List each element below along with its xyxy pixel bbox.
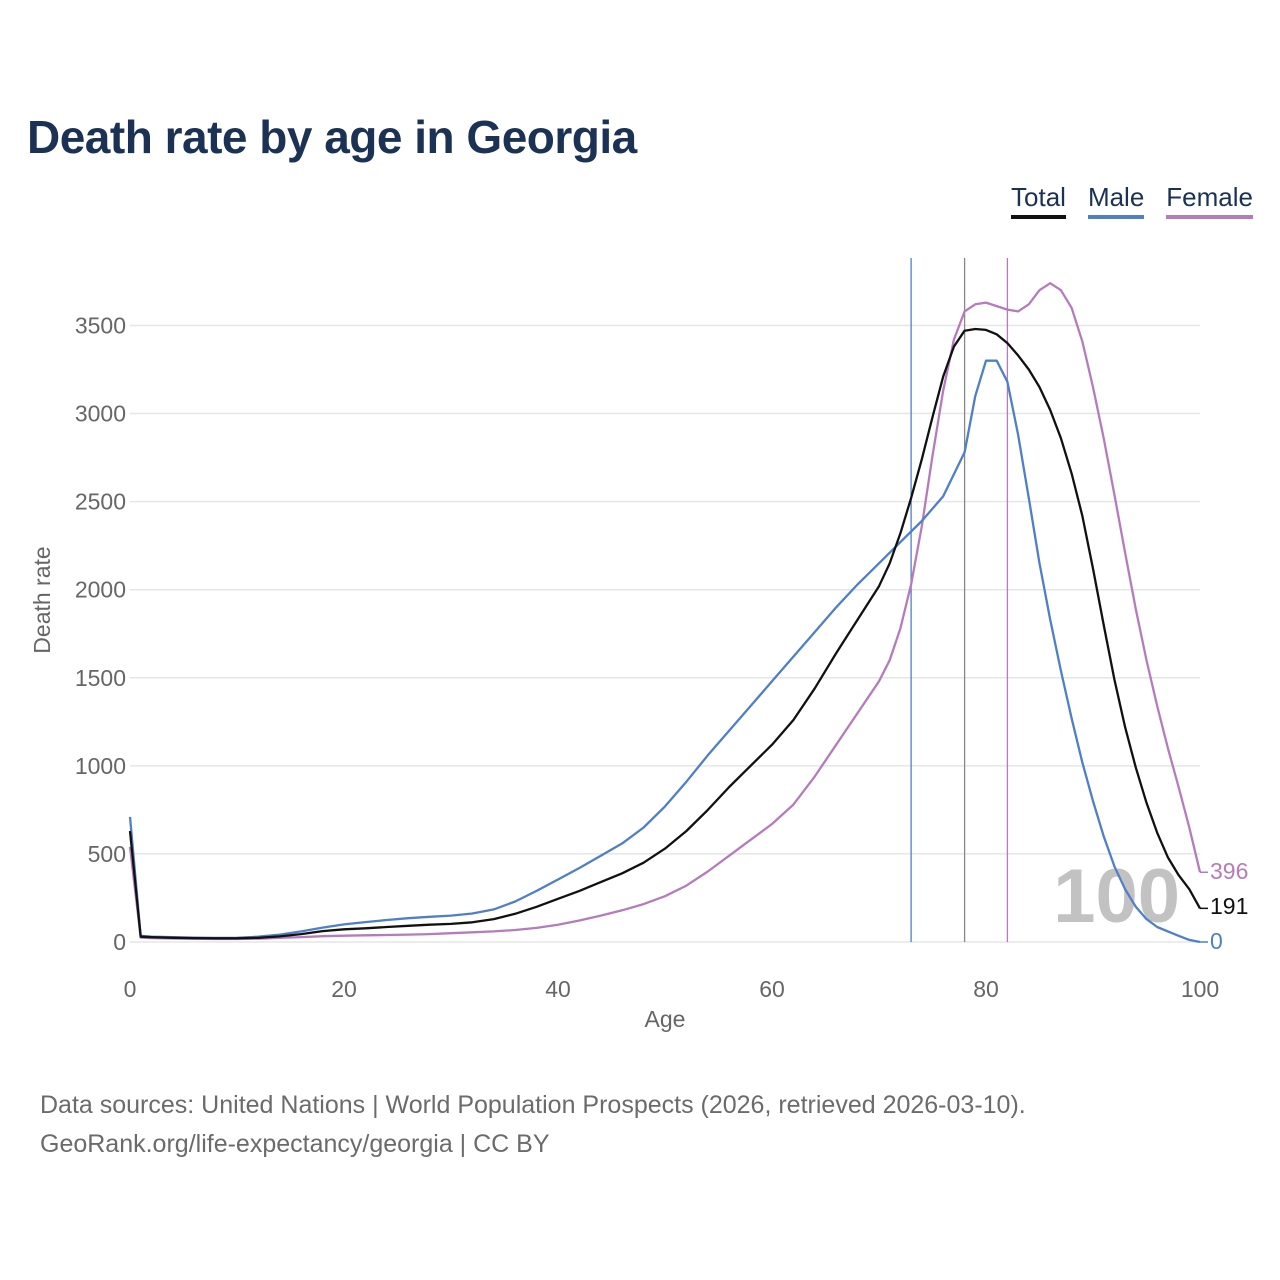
legend-total[interactable]: Total [1011,182,1066,219]
legend-male[interactable]: Male [1087,182,1145,219]
y-tick-label: 1000 [75,753,126,779]
x-tick-label: 100 [1181,976,1219,1002]
end-label-total: 191 [1210,893,1248,919]
y-tick-label: 3000 [75,401,126,427]
series-line-female [128,282,1202,941]
year-watermark: 100 [1053,854,1180,939]
chart-title: Death rate by age in Georgia [27,111,637,163]
x-tick-label: 20 [331,976,357,1002]
end-label-male: 0 [1210,928,1223,954]
series-line-male [128,359,1201,944]
x-tick-label: 60 [759,976,785,1002]
x-tick-label: 40 [545,976,571,1002]
y-axis-title: Death rate [29,546,55,653]
y-tick-label: 1500 [75,665,126,691]
legend-female[interactable]: Female [1166,182,1253,219]
end-label-female: 396 [1210,858,1248,884]
x-tick-label: 0 [124,976,137,1002]
legend: Total Male Female [1011,182,1253,219]
x-axis-title: Age [645,1006,686,1032]
y-tick-label: 0 [113,929,126,955]
data-source: Data sources: United Nations | World Pop… [40,1091,1026,1119]
footer: Data sources: United Nations | World Pop… [40,1086,1026,1164]
y-tick-label: 2000 [75,577,126,603]
y-tick-label: 3500 [75,312,126,338]
y-tick-label: 500 [88,841,126,867]
y-tick-label: 2500 [75,489,126,515]
source-link[interactable]: GeoRank.org/life-expectancy/georgia | CC… [40,1130,550,1158]
series-line-total [128,327,1202,940]
x-tick-label: 80 [973,976,999,1002]
